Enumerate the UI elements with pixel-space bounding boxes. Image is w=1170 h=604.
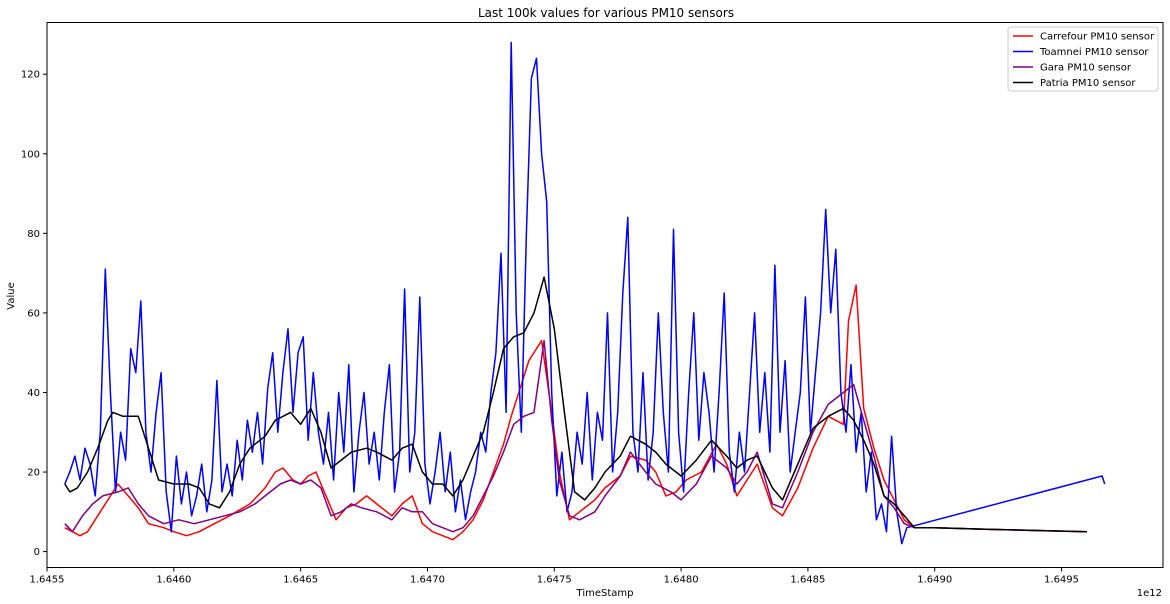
- y-tick-label: 120: [21, 70, 40, 81]
- x-axis-title: TimeStamp: [576, 588, 634, 599]
- y-axis: 0 20 40 60 80 100 120: [21, 70, 47, 558]
- x-axis: 1.6455 1.6460 1.6465 1.6470 1.6475 1.6480 1.64…: [30, 567, 1079, 586]
- x-tick-label: 1.6460: [156, 575, 191, 586]
- y-tick-label: 60: [27, 308, 40, 319]
- series-line-2: [64, 339, 1087, 533]
- legend-label-0: Carrefour PM10 sensor: [1040, 32, 1155, 43]
- series-line-1: [64, 41, 1106, 545]
- legend: Carrefour PM10 sensor Toamnei PM10 sensor…: [1007, 26, 1159, 92]
- x-tick-label: 1.6485: [790, 575, 825, 586]
- x-tick-label: 1.6465: [283, 575, 318, 586]
- x-tick-label: 1.6495: [1044, 575, 1079, 586]
- plot-area-frame: [46, 22, 1164, 568]
- x-axis-offset-label: 1e12: [1137, 588, 1162, 599]
- series-line-0: [64, 284, 1087, 541]
- y-tick-label: 0: [34, 547, 40, 558]
- series-layer: [64, 41, 1106, 545]
- chart-title: Last 100k values for various PM10 sensor…: [478, 6, 734, 20]
- y-axis-title: Value: [6, 282, 17, 309]
- y-tick-label: 20: [27, 468, 40, 479]
- legend-label-1: Toamnei PM10 sensor: [1039, 47, 1149, 58]
- legend-box: [1007, 26, 1159, 92]
- y-tick-label: 40: [27, 388, 40, 399]
- y-tick-label: 80: [27, 229, 40, 240]
- legend-label-3: Patria PM10 sensor: [1040, 78, 1136, 89]
- x-tick-label: 1.6475: [537, 575, 572, 586]
- y-tick-label: 100: [21, 149, 40, 160]
- legend-label-2: Gara PM10 sensor: [1040, 63, 1132, 74]
- x-tick-label: 1.6480: [664, 575, 699, 586]
- x-tick-label: 1.6490: [917, 575, 952, 586]
- x-tick-label: 1.6455: [30, 575, 65, 586]
- x-tick-label: 1.6470: [410, 575, 445, 586]
- series-line-3: [64, 276, 1087, 533]
